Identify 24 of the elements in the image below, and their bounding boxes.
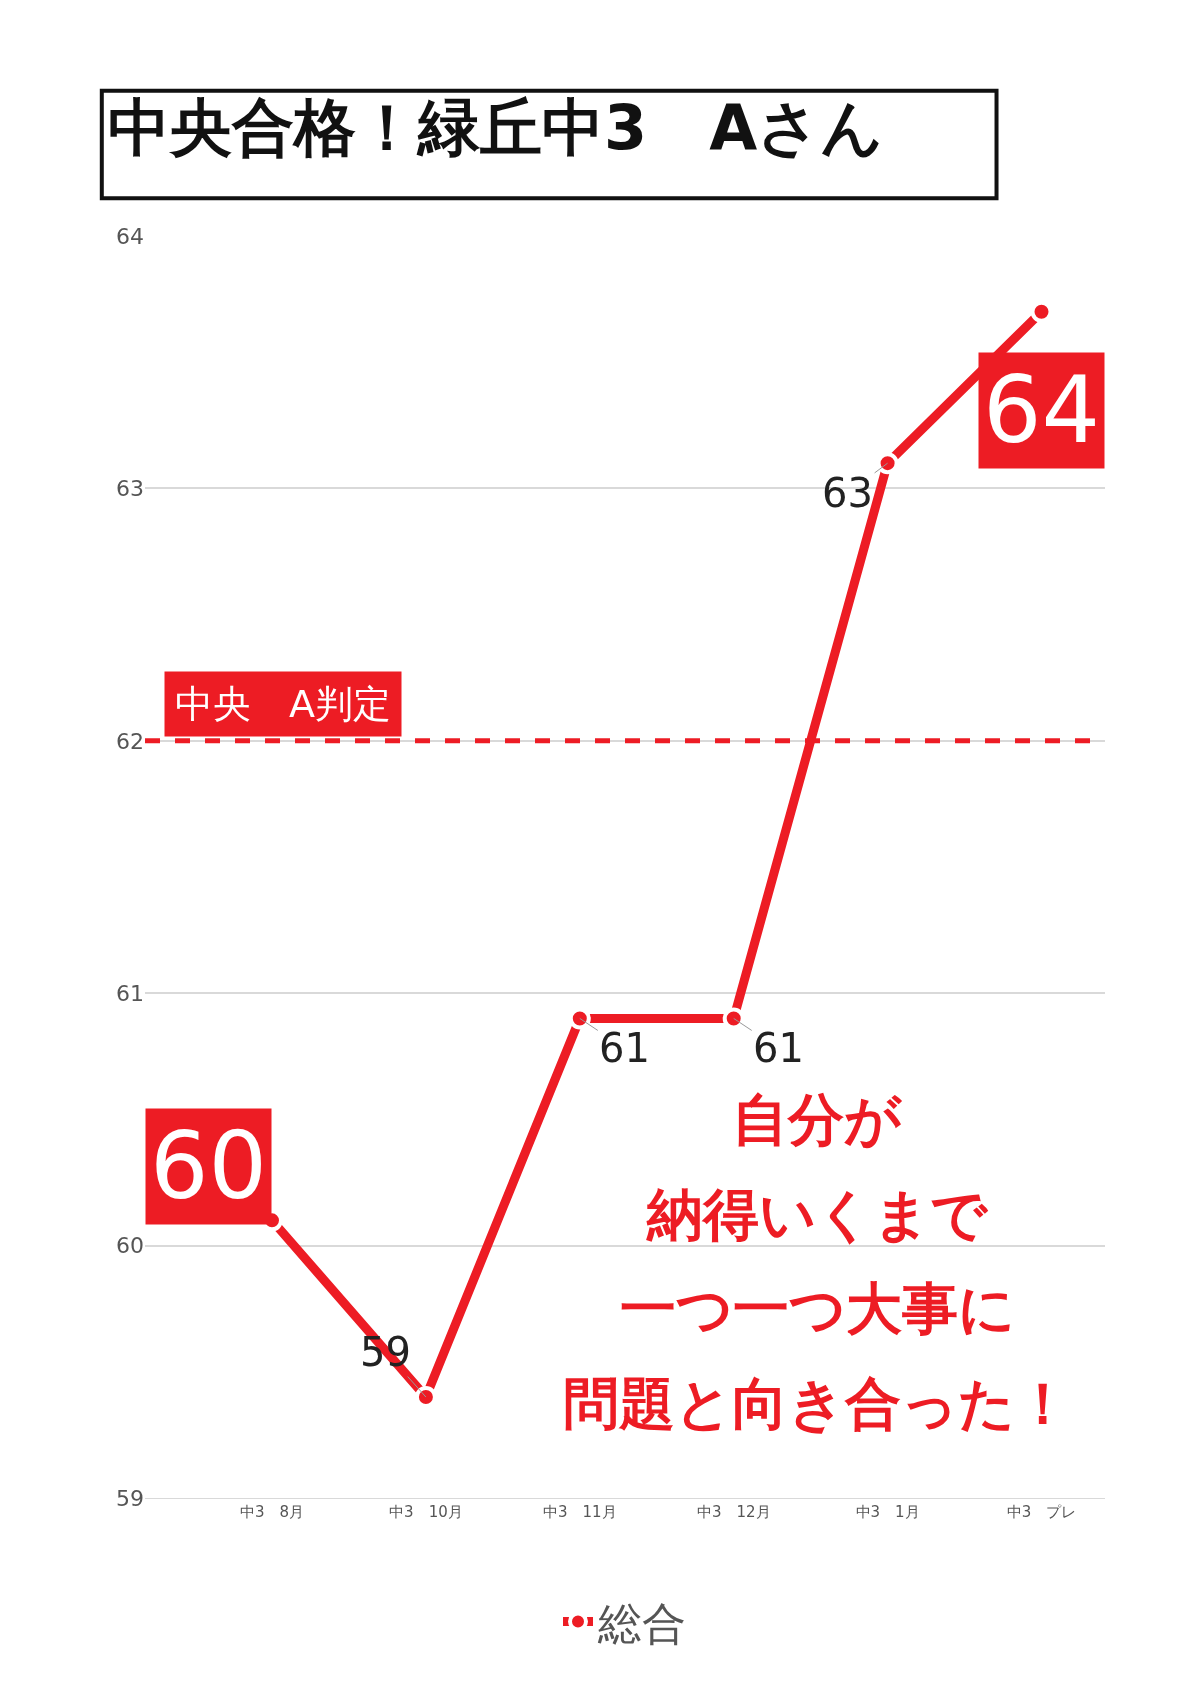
y-tick-label: 64 [116,223,144,249]
ref-line-label: 中央 A判定 [175,682,391,726]
y-tick-label: 60 [116,1233,144,1259]
x-tick-label: 中3 12月 [696,1503,771,1521]
x-tick-label: 中3 プレ [1006,1503,1077,1521]
y-tick-label: 63 [116,476,144,502]
data-label: 64 [983,357,1101,464]
chart-title: 中央合格！緑丘中3 Aさん [108,91,884,165]
y-tick-label: 61 [116,980,144,1006]
data-label: 61 [753,1025,804,1071]
annotation: 納得いくまで [646,1182,989,1247]
x-tick-label: 中3 1月 [855,1503,920,1521]
x-tick-label: 中3 11月 [542,1503,617,1521]
annotation: 問題と向き合った！ [563,1371,1071,1436]
y-tick-label: 59 [116,1485,144,1511]
legend-label: 総合 [597,1597,686,1649]
x-tick-label: 中3 8月 [239,1503,305,1521]
point [414,1386,437,1409]
annotation: 一つ一つ大事に [620,1276,1015,1341]
data-label: 63 [822,470,873,516]
data-label: 61 [599,1025,650,1071]
y-tick-label: 62 [116,728,144,754]
annotation: 自分が [732,1087,903,1152]
x-tick-label: 中3 10月 [389,1503,463,1521]
